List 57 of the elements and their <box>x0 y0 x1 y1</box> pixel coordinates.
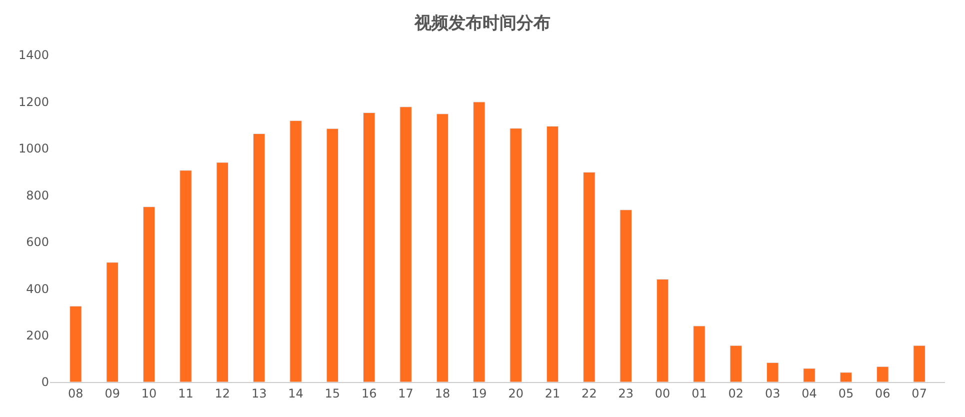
x-tick-label: 01 <box>692 386 707 400</box>
bar <box>252 133 266 382</box>
y-tick-label: 400 <box>26 282 49 296</box>
y-tick-label: 1400 <box>18 48 49 62</box>
x-tick-label: 16 <box>361 386 377 400</box>
x-tick-label: 12 <box>214 386 230 400</box>
x-tick-label: 15 <box>324 386 340 400</box>
bar <box>620 210 632 382</box>
bar <box>840 372 852 382</box>
y-tick-label: 1000 <box>18 142 49 156</box>
x-tick-label: 03 <box>764 386 780 400</box>
y-tick-label: 1200 <box>18 94 49 109</box>
bar <box>106 262 118 382</box>
x-tick-label: 08 <box>68 386 84 400</box>
y-tick-label: 600 <box>26 235 49 250</box>
x-tick-label: 17 <box>398 386 414 400</box>
bar <box>473 102 486 382</box>
bar <box>876 366 889 382</box>
x-tick-label: 23 <box>618 386 634 400</box>
bar <box>730 345 742 382</box>
bar <box>546 126 559 382</box>
x-tick-label: 02 <box>728 386 744 400</box>
x-tick-label: 18 <box>434 386 450 400</box>
x-tick-label: 00 <box>654 386 670 400</box>
y-tick-label: 200 <box>26 328 49 342</box>
bar <box>180 170 192 382</box>
x-tick-label: 21 <box>544 386 560 400</box>
bar <box>142 206 156 382</box>
x-tick-label: 22 <box>582 386 597 400</box>
x-tick-label: 20 <box>508 386 524 400</box>
bar <box>656 278 669 382</box>
bar <box>70 306 82 382</box>
x-tick-label: 11 <box>178 386 194 400</box>
bar <box>583 172 596 382</box>
chart-title: 视频发布时间分布 <box>414 14 550 34</box>
bar <box>766 362 779 382</box>
x-tick-label: 14 <box>288 386 304 400</box>
y-tick-label: 0 <box>41 375 49 390</box>
x-tick-label: 10 <box>141 386 157 400</box>
bar <box>913 345 926 382</box>
x-tick-label: 06 <box>875 386 890 400</box>
y-tick-label: 800 <box>26 188 49 202</box>
x-tick-label: 19 <box>472 386 487 400</box>
bar <box>803 368 816 382</box>
bar <box>326 128 339 382</box>
bar <box>510 128 522 382</box>
x-tick-label: 04 <box>802 386 817 400</box>
bar <box>436 114 449 382</box>
x-tick-label: 09 <box>104 386 120 400</box>
bar <box>290 120 302 382</box>
x-tick-label: 07 <box>912 386 927 400</box>
x-tick-label: 13 <box>251 386 267 400</box>
bar <box>693 326 706 382</box>
x-tick-label: 05 <box>838 386 854 400</box>
bar <box>363 112 376 382</box>
bar <box>400 106 412 382</box>
bar <box>216 162 229 382</box>
